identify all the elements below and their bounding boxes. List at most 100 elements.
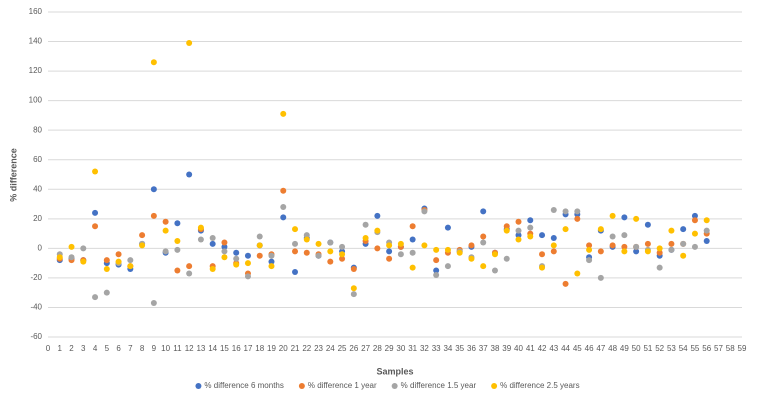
point	[115, 258, 122, 265]
point	[503, 227, 510, 234]
x-tick-label: 31	[408, 344, 417, 353]
point	[597, 274, 604, 281]
point	[197, 224, 204, 231]
point	[409, 264, 416, 271]
point	[244, 260, 251, 267]
point	[397, 251, 404, 258]
point	[633, 248, 640, 255]
point	[256, 242, 263, 249]
point	[527, 224, 534, 231]
point	[621, 232, 628, 239]
point	[256, 252, 263, 259]
point	[303, 236, 310, 243]
x-tick-label: 44	[561, 344, 570, 353]
point	[539, 251, 546, 258]
point	[597, 226, 604, 233]
x-tick-label: 35	[455, 344, 464, 353]
point	[397, 240, 404, 247]
x-tick-label: 41	[526, 344, 535, 353]
x-tick-label: 2	[69, 344, 74, 353]
point	[491, 267, 498, 274]
point	[303, 249, 310, 256]
x-tick-label: 40	[514, 344, 523, 353]
x-tick-label: 29	[385, 344, 394, 353]
x-tick-label: 59	[738, 344, 747, 353]
point	[550, 235, 557, 242]
point	[597, 248, 604, 255]
point	[92, 223, 99, 230]
point	[256, 233, 263, 240]
y-tick-label: 20	[33, 214, 42, 223]
point	[127, 263, 134, 270]
y-axis-title: % difference	[8, 148, 18, 202]
point	[92, 209, 99, 216]
point	[515, 232, 522, 239]
point	[468, 242, 475, 249]
x-tick-label: 1	[58, 344, 63, 353]
y-tick-label: -40	[30, 303, 42, 312]
point	[162, 227, 169, 234]
point	[574, 215, 581, 222]
x-tick-label: 20	[279, 344, 288, 353]
point	[174, 246, 181, 253]
point	[350, 291, 357, 298]
point	[327, 239, 334, 246]
x-tick-label: 23	[314, 344, 323, 353]
point	[691, 212, 698, 219]
point	[609, 212, 616, 219]
point	[491, 251, 498, 258]
point	[68, 243, 75, 250]
point	[362, 235, 369, 242]
x-tick-label: 55	[690, 344, 699, 353]
x-tick-label: 50	[632, 344, 641, 353]
point	[503, 223, 510, 230]
point	[350, 285, 357, 292]
point	[444, 224, 451, 231]
point	[280, 204, 287, 210]
point	[233, 261, 240, 268]
point	[444, 263, 451, 270]
point	[150, 300, 157, 307]
point	[668, 246, 675, 253]
point	[633, 243, 640, 250]
point	[574, 270, 581, 277]
point	[409, 249, 416, 256]
point	[162, 248, 169, 255]
point	[703, 227, 710, 234]
x-tick-label: 7	[128, 344, 133, 353]
y-tick-label: 120	[29, 66, 43, 75]
point	[668, 227, 675, 234]
point	[527, 233, 534, 240]
x-tick-label: 56	[702, 344, 711, 353]
point	[503, 255, 510, 262]
point	[433, 271, 440, 278]
point	[103, 257, 110, 264]
point	[644, 248, 651, 255]
point	[162, 218, 169, 225]
point	[586, 242, 593, 249]
point	[280, 187, 287, 194]
x-tick-label: 34	[443, 344, 452, 353]
point	[186, 263, 193, 270]
y-tick-label: 0	[38, 243, 43, 252]
x-axis-title: Samples	[376, 366, 413, 376]
x-tick-label: 39	[502, 344, 511, 353]
legend-marker	[391, 383, 398, 389]
point	[268, 252, 275, 259]
point	[550, 248, 557, 255]
point	[174, 237, 181, 244]
legend-label: % difference 1.5 year	[401, 381, 477, 390]
point	[292, 248, 299, 255]
legend-marker	[491, 383, 498, 389]
point	[127, 257, 134, 264]
point	[221, 239, 228, 246]
y-tick-label: 100	[29, 96, 43, 105]
x-tick-label: 47	[596, 344, 605, 353]
point	[386, 242, 393, 249]
point	[691, 217, 698, 224]
point	[139, 242, 146, 249]
point	[115, 251, 122, 258]
x-tick-label: 33	[432, 344, 441, 353]
point	[92, 168, 99, 175]
point	[586, 246, 593, 253]
